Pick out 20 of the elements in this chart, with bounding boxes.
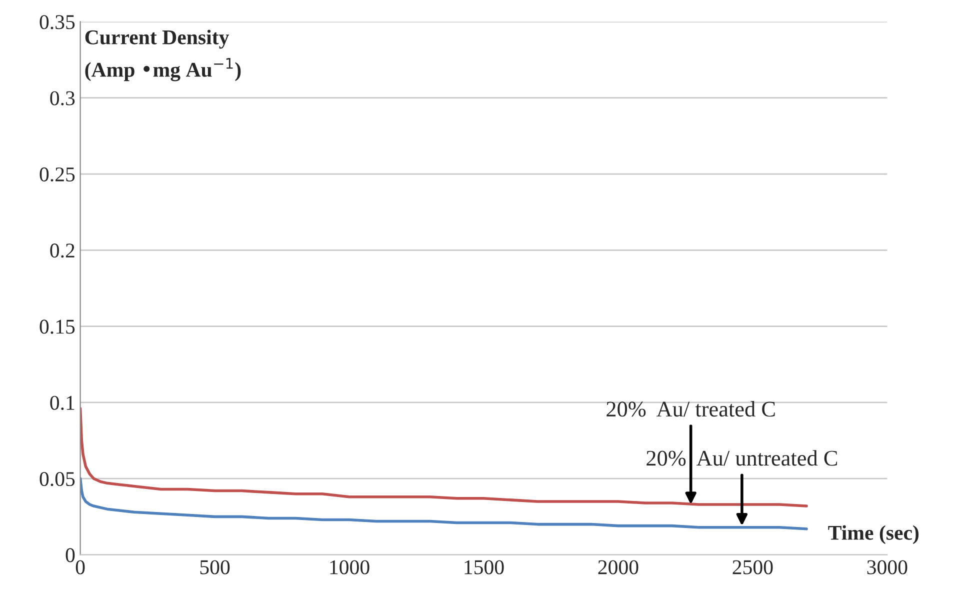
y-tick-label: 0.15: [40, 320, 75, 334]
annotation: 20% Au/ untreated C: [646, 450, 837, 466]
y-tick-label: 0.2: [50, 244, 74, 258]
x-tick-label: 1500: [464, 560, 504, 574]
y-tick-label: 0: [66, 548, 75, 562]
x-tick-label: 2500: [732, 560, 773, 574]
y-axis-title: Current Density (Amp •mg Au$^{−1}$): [85, 30, 241, 82]
y-tick-label: 0.25: [40, 167, 75, 182]
y-tick-label: 0.1: [50, 396, 74, 410]
x-tick-label: 0: [76, 560, 85, 574]
y-tick-label: 0.35: [40, 15, 75, 30]
annotation: 20% Au/ treated C: [606, 401, 775, 417]
x-tick-label: 2000: [598, 560, 638, 574]
x-tick-label: 500: [200, 560, 230, 574]
y-tick-label: 0.3: [50, 91, 75, 106]
x-axis-title: Time (sec): [828, 525, 919, 544]
y-tick-label: 0.05: [40, 472, 75, 486]
x-tick-label: 1000: [330, 560, 370, 574]
x-tick-label: 3000: [867, 560, 908, 574]
line-series: [80, 477, 808, 530]
